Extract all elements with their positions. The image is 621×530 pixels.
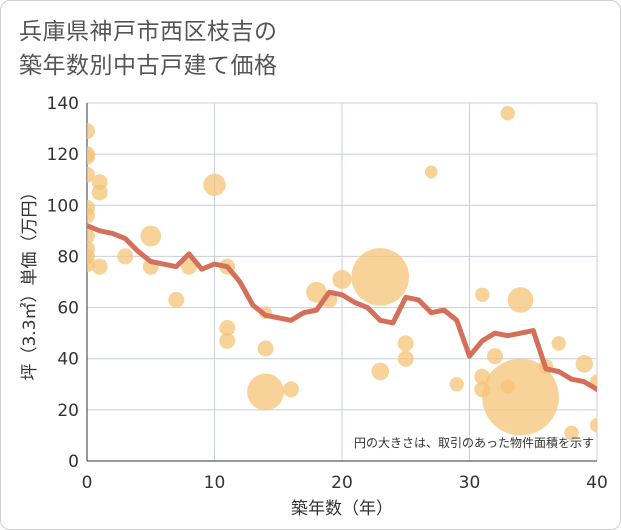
- bubble-24: [247, 373, 284, 411]
- bubble-18: [203, 173, 226, 197]
- bubble-0: [87, 123, 95, 140]
- bubble-28: [332, 269, 352, 290]
- y-tick-label-4: 80: [57, 247, 79, 267]
- chart-title-line-1: 兵庫県神戸市西区枝吉の: [19, 19, 278, 45]
- bubble-29: [351, 248, 410, 306]
- trend-line: [87, 223, 597, 392]
- bubble-42: [482, 358, 559, 436]
- y-tick-label-5: 100: [47, 196, 79, 216]
- bubble-13: [117, 248, 134, 265]
- bubble-21: [219, 332, 236, 349]
- y-tick-label-2: 40: [57, 350, 79, 370]
- chart-title-line-2: 築年数別中古戸建て価格: [19, 53, 278, 79]
- bubble-14: [140, 225, 162, 247]
- y-tick-label-1: 20: [57, 401, 79, 421]
- bubble-38: [487, 348, 503, 365]
- y-tick-label-3: 60: [57, 299, 79, 319]
- bubble-6: [87, 227, 95, 244]
- bubble-12: [91, 258, 108, 275]
- bubble-44: [551, 336, 566, 351]
- bubble-30: [371, 362, 390, 381]
- bubble-39: [500, 106, 515, 121]
- bubble-41: [507, 287, 534, 313]
- bubble-25: [283, 381, 299, 398]
- bubble-11: [91, 184, 108, 201]
- bubble-2: [87, 148, 95, 165]
- bubble-34: [449, 377, 464, 392]
- bubble-35: [475, 287, 490, 302]
- bubble-5: [87, 207, 95, 224]
- bubble-32: [397, 350, 414, 367]
- bubble-31: [397, 335, 414, 352]
- x-axis-title: 築年数（年）: [291, 499, 393, 519]
- bubble-20: [219, 320, 236, 337]
- bubble-layer: [87, 106, 597, 441]
- y-tick-label-6: 120: [47, 145, 79, 165]
- bubble-33: [424, 165, 438, 179]
- bubble-46: [575, 355, 594, 373]
- bubble-23: [257, 340, 274, 357]
- bubble-48: [589, 418, 597, 433]
- x-tick-label-1: 10: [204, 473, 226, 493]
- y-tick-label-7: 140: [47, 94, 79, 114]
- x-tick-label-2: 20: [331, 473, 353, 493]
- chart-title: 兵庫県神戸市西区枝吉の 築年数別中古戸建て価格: [19, 15, 278, 83]
- y-tick-label-0: 0: [68, 452, 79, 472]
- bubble-size-note: 円の大きさは、取引のあった物件面積を示す: [354, 435, 594, 450]
- bubble-17: [181, 258, 197, 275]
- x-tick-label-0: 0: [82, 473, 93, 493]
- bubble-45: [564, 425, 579, 441]
- x-tick-label-4: 40: [586, 473, 608, 493]
- x-tick-label-3: 30: [459, 473, 481, 493]
- y-axis-title: 坪（3.3㎡）単価（万円）: [20, 183, 40, 380]
- bubble-16: [168, 291, 185, 308]
